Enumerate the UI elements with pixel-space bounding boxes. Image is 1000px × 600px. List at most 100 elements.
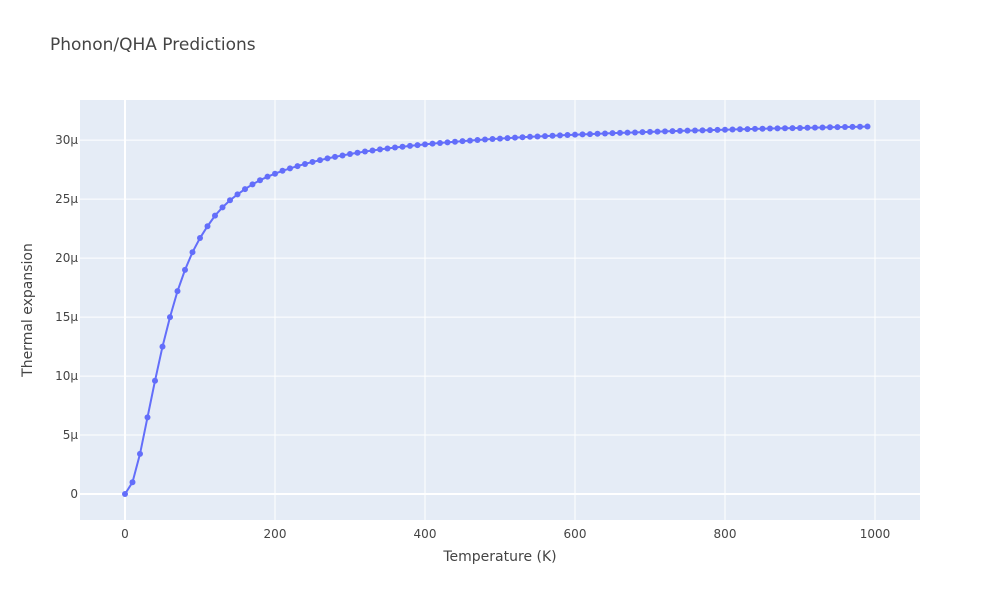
data-point[interactable] (572, 131, 578, 138)
data-point[interactable] (489, 136, 496, 143)
data-point[interactable] (474, 136, 481, 143)
data-point[interactable] (189, 249, 196, 256)
data-point[interactable] (624, 129, 631, 136)
data-point[interactable] (497, 135, 503, 142)
data-point[interactable] (744, 126, 751, 133)
data-point[interactable] (527, 133, 533, 140)
data-point[interactable] (804, 124, 811, 131)
data-point[interactable] (369, 147, 376, 154)
data-point[interactable] (639, 129, 646, 136)
data-point[interactable] (234, 191, 241, 198)
data-point[interactable] (422, 141, 428, 148)
data-point[interactable] (774, 125, 781, 132)
data-point[interactable] (549, 132, 556, 139)
data-point[interactable] (399, 143, 406, 150)
data-point[interactable] (587, 131, 593, 138)
data-point[interactable] (437, 139, 443, 146)
data-point[interactable] (812, 124, 818, 131)
data-point[interactable] (827, 124, 833, 131)
data-point[interactable] (429, 140, 436, 147)
data-point[interactable] (287, 165, 293, 172)
data-point[interactable] (737, 126, 743, 133)
data-point[interactable] (122, 491, 128, 498)
data-point[interactable] (144, 414, 151, 421)
data-point[interactable] (617, 129, 623, 136)
data-point[interactable] (279, 167, 286, 174)
data-point[interactable] (324, 155, 331, 162)
data-point[interactable] (707, 127, 713, 134)
data-point[interactable] (759, 125, 766, 132)
data-point[interactable] (684, 127, 691, 134)
data-point[interactable] (504, 135, 511, 142)
data-point[interactable] (227, 197, 233, 204)
data-point[interactable] (219, 204, 226, 211)
data-point[interactable] (722, 126, 728, 133)
data-point[interactable] (384, 145, 391, 152)
data-point[interactable] (849, 123, 856, 130)
data-point[interactable] (662, 128, 668, 135)
data-point[interactable] (692, 127, 698, 134)
data-point[interactable] (519, 134, 526, 141)
data-point[interactable] (467, 137, 473, 144)
data-point[interactable] (339, 152, 346, 159)
data-point[interactable] (647, 128, 653, 135)
data-point[interactable] (392, 144, 398, 151)
data-point[interactable] (212, 212, 218, 219)
data-point[interactable] (332, 153, 338, 160)
data-point[interactable] (347, 151, 353, 158)
data-point[interactable] (594, 130, 601, 137)
data-point[interactable] (242, 186, 248, 193)
data-point[interactable] (542, 133, 548, 140)
data-point[interactable] (767, 125, 773, 132)
data-point[interactable] (317, 157, 323, 164)
data-point[interactable] (714, 126, 721, 133)
data-point[interactable] (654, 128, 661, 135)
data-point[interactable] (204, 223, 211, 230)
data-point[interactable] (129, 479, 136, 486)
data-point[interactable] (354, 149, 361, 156)
data-point[interactable] (564, 132, 571, 139)
data-point[interactable] (137, 450, 143, 457)
data-point[interactable] (407, 142, 413, 149)
data-point[interactable] (752, 125, 758, 132)
data-point[interactable] (182, 266, 188, 273)
data-point[interactable] (729, 126, 736, 133)
data-point[interactable] (272, 170, 278, 177)
data-point[interactable] (452, 138, 458, 145)
data-point[interactable] (857, 123, 863, 130)
data-point[interactable] (167, 314, 173, 321)
data-point[interactable] (159, 343, 166, 350)
data-point[interactable] (557, 132, 563, 139)
data-point[interactable] (602, 130, 608, 137)
data-point[interactable] (302, 160, 308, 167)
data-point[interactable] (362, 148, 368, 155)
data-point[interactable] (294, 163, 301, 170)
data-point[interactable] (864, 123, 871, 130)
data-point[interactable] (579, 131, 586, 138)
data-point[interactable] (197, 235, 203, 242)
data-point[interactable] (797, 124, 803, 131)
data-point[interactable] (609, 130, 616, 137)
data-point[interactable] (377, 146, 383, 153)
data-point[interactable] (834, 124, 841, 131)
data-point[interactable] (249, 181, 256, 188)
data-point[interactable] (789, 125, 796, 132)
data-point[interactable] (414, 142, 421, 149)
data-point[interactable] (677, 127, 683, 134)
data-point[interactable] (699, 127, 706, 134)
data-point[interactable] (782, 125, 788, 132)
data-point[interactable] (309, 158, 316, 165)
data-point[interactable] (512, 134, 518, 141)
data-point[interactable] (459, 138, 466, 145)
data-point[interactable] (444, 139, 451, 146)
data-point[interactable] (152, 377, 158, 384)
data-point[interactable] (669, 128, 676, 135)
data-point[interactable] (264, 173, 271, 180)
data-point[interactable] (257, 177, 263, 184)
data-point[interactable] (534, 133, 541, 140)
data-point[interactable] (819, 124, 826, 131)
data-point[interactable] (842, 124, 848, 131)
data-point[interactable] (632, 129, 638, 136)
data-point[interactable] (174, 288, 181, 295)
data-point[interactable] (482, 136, 488, 143)
